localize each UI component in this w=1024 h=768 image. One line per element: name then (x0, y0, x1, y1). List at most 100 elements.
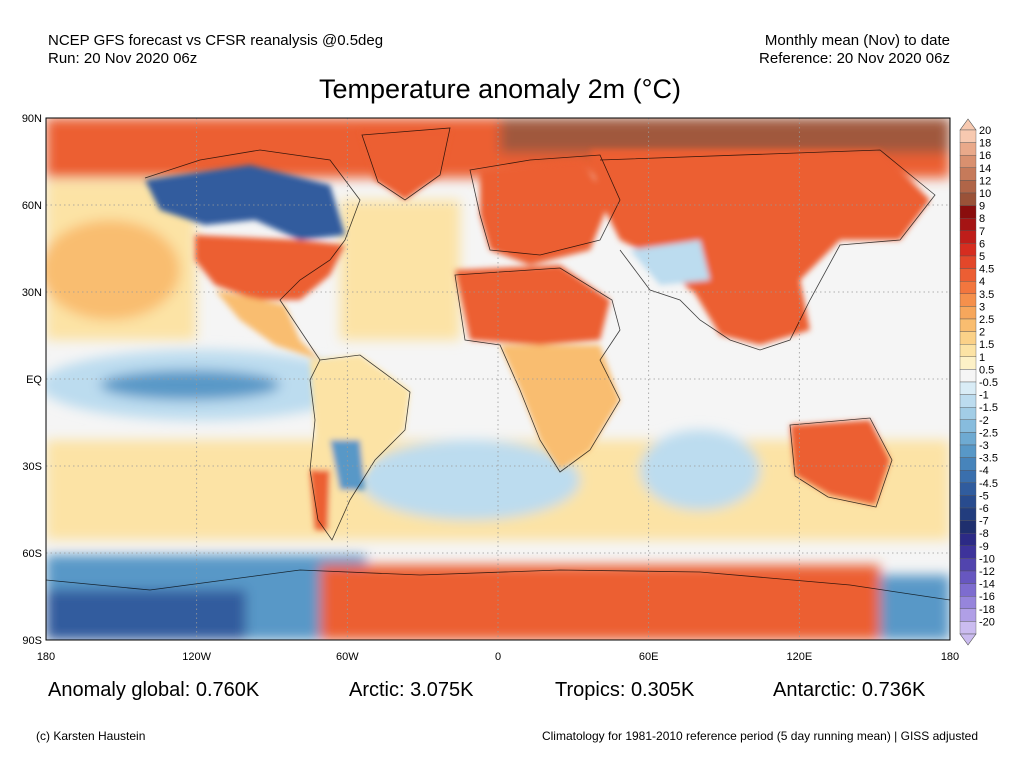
colorbar-level-label: -1 (979, 390, 989, 402)
central-asia-cold (630, 240, 710, 285)
colorbar-swatch (959, 596, 977, 610)
africa-coast (454, 267, 621, 473)
colorbar-level-label: 0.5 (979, 364, 994, 376)
antarctica-coast (46, 569, 950, 601)
colorbar-level-label: -16 (979, 591, 995, 603)
colorbar-swatch (959, 470, 977, 484)
lon-tick-label: 180 (37, 651, 55, 663)
europe-coast (469, 154, 621, 256)
china-warm (690, 280, 810, 345)
colorbar-level-label: -5 (979, 490, 989, 502)
colorbar-swatch (959, 129, 977, 143)
colorbar-max-arrow (959, 118, 977, 131)
colorbar-level-label: -0.5 (979, 377, 998, 389)
colorbar-level-label: 14 (979, 163, 991, 175)
south-america-coast (309, 354, 411, 541)
colorbar-swatch (959, 243, 977, 257)
colorbar-level-label: -6 (979, 503, 989, 515)
colorbar-level-label: 9 (979, 201, 985, 213)
lon-tick-label: 180 (941, 651, 959, 663)
colorbar-swatch (959, 533, 977, 547)
colorbar-swatch (959, 495, 977, 509)
colorbar-swatch (959, 306, 977, 320)
stat-antarctic: Antarctic: 0.736K (773, 679, 926, 701)
lat-tick-label: 60N (22, 200, 42, 212)
colorbar-swatch (959, 180, 977, 194)
colorbar-swatch (959, 356, 977, 370)
stat-tropics: Tropics: 0.305K (555, 679, 695, 701)
south-atlantic-cold (360, 440, 580, 520)
colorbar-swatch (959, 230, 977, 244)
colorbar-level-label: -3 (979, 440, 989, 452)
north-atlantic-warm (340, 200, 460, 340)
stat-arctic: Arctic: 3.075K (349, 679, 474, 701)
colorbar-swatch (959, 167, 977, 181)
lat-tick-label: 60S (22, 548, 42, 560)
antarctic-east-edge-cold (880, 575, 950, 640)
header-reference: Reference: 20 Nov 2020 06z (759, 50, 950, 67)
colorbar-swatch (959, 419, 977, 433)
map-frame (45, 117, 951, 641)
colorbar-swatch (959, 281, 977, 295)
colorbar-level-label: -9 (979, 541, 989, 553)
colorbar-swatch (959, 482, 977, 496)
colorbar-swatch (959, 293, 977, 307)
map-field (46, 118, 950, 640)
graticule (46, 118, 950, 640)
colorbar-level-label: 16 (979, 150, 991, 162)
colorbar-level-label: -2.5 (979, 427, 998, 439)
lat-tick-label: 90N (22, 113, 42, 125)
colorbar-level-label: 12 (979, 175, 991, 187)
colorbar-swatch (959, 558, 977, 572)
colorbar-swatch (959, 255, 977, 269)
colorbar-level-label: -2 (979, 415, 989, 427)
north-america-coast (144, 149, 361, 361)
greenland-coast (361, 127, 451, 201)
colorbar-level-label: 3.5 (979, 289, 994, 301)
colorbar-level-label: 7 (979, 226, 985, 238)
southern-africa-warm (500, 345, 620, 470)
colorbar-level-label: -4.5 (979, 478, 998, 490)
colorbar-level-label: 4 (979, 276, 985, 288)
greenland-warm (360, 130, 450, 200)
la-nina-cold-tongue (100, 370, 280, 400)
colorbar-level-label: -7 (979, 516, 989, 528)
colorbar-swatch (959, 570, 977, 584)
colorbar-swatch (959, 318, 977, 332)
colorbar-swatch (959, 394, 977, 408)
colorbar-level-label: 10 (979, 188, 991, 200)
lon-tick-label: 120E (786, 651, 812, 663)
land-anomalies (145, 130, 930, 530)
colorbar-swatch (959, 444, 977, 458)
colorbar-level-label: 2.5 (979, 314, 994, 326)
mexico-warm (215, 290, 320, 360)
colorbar-level-label: 2 (979, 327, 985, 339)
colorbar: 201816141210987654.543.532.521.510.5-0.5… (959, 118, 998, 646)
colorbar-level-label: -1.5 (979, 402, 998, 414)
colorbar-level-label: 1 (979, 352, 985, 364)
header-run-time: Run: 20 Nov 2020 06z (48, 50, 198, 67)
colorbar-swatch (959, 457, 977, 471)
colorbar-swatch (959, 381, 977, 395)
colorbar-swatch (959, 608, 977, 622)
axis-labels: 90N 60N 30N EQ 30S 60S 90S 180 120W 60W 0 60E 120E 18… (22, 113, 959, 663)
lat-tick-label: EQ (26, 374, 42, 386)
north-pacific-warm-core (46, 220, 180, 320)
arctic-hot-core (500, 118, 950, 153)
colorbar-level-label: -14 (979, 579, 995, 591)
lon-tick-label: 120W (182, 651, 211, 663)
colorbar-level-label: -3.5 (979, 453, 998, 465)
lon-tick-label: 60W (336, 651, 359, 663)
colorbar-level-label: -12 (979, 566, 995, 578)
colorbar-swatch (959, 344, 977, 358)
colorbar-level-label: 1.5 (979, 339, 994, 351)
map-title: Temperature anomaly 2m (°C) (319, 74, 681, 104)
coastlines (46, 127, 950, 601)
north-africa-warm (455, 265, 610, 345)
colorbar-level-label: 4.5 (979, 264, 994, 276)
australia-warm (790, 420, 890, 505)
colorbar-swatch (959, 331, 977, 345)
colorbar-swatch (959, 369, 977, 383)
colorbar-swatch (959, 205, 977, 219)
